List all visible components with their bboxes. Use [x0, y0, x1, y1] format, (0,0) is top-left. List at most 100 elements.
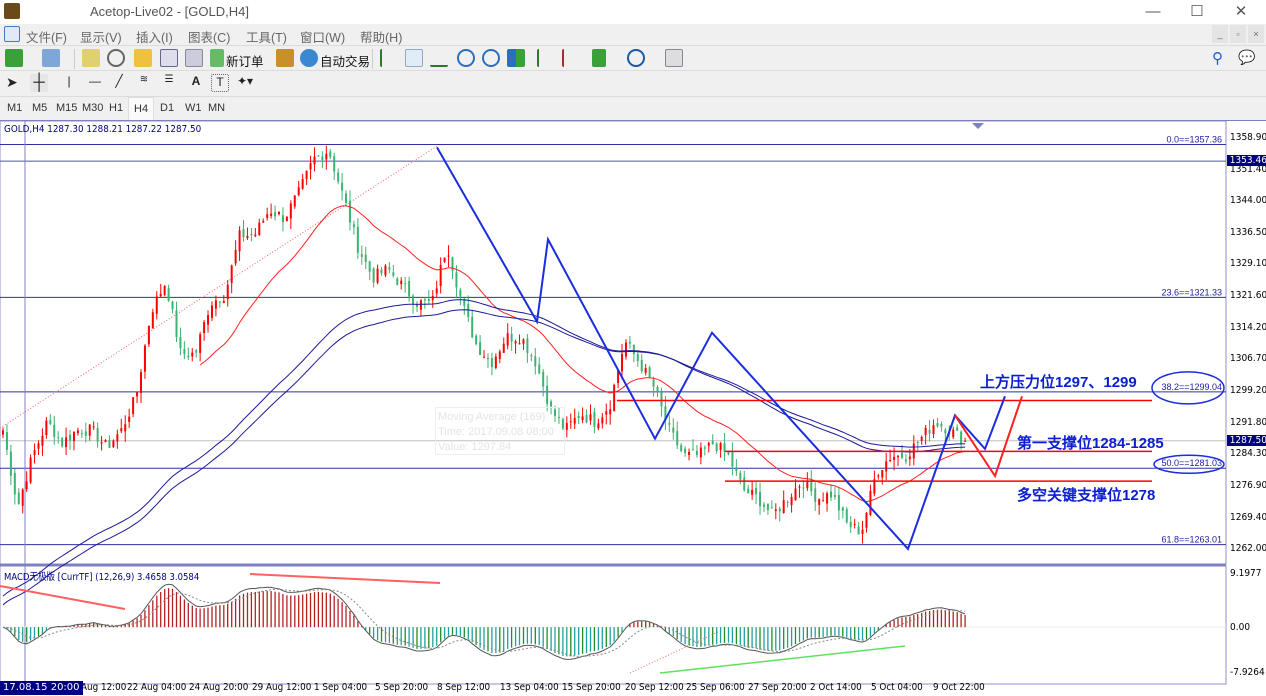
templates-icon[interactable]	[665, 49, 683, 67]
navigator-icon[interactable]	[134, 49, 152, 67]
metaeditor-icon[interactable]	[276, 49, 294, 67]
timeframe-d1[interactable]: D1	[160, 102, 175, 114]
candle-body	[234, 250, 237, 264]
candle-body	[873, 479, 876, 494]
price-tick: 1344.00	[1230, 195, 1266, 207]
time-tick: 5 Oct 04:00	[871, 682, 923, 693]
candlestick-chart-icon[interactable]	[405, 49, 423, 67]
candle-body	[29, 457, 32, 483]
menu-view[interactable]: 显示(V)	[80, 31, 122, 45]
candle-body	[242, 229, 245, 238]
auto-trading-icon[interactable]	[300, 49, 318, 67]
vertical-line-icon[interactable]: |	[67, 74, 71, 88]
candle-body	[893, 456, 896, 460]
text-label-icon[interactable]: T	[211, 74, 229, 92]
candle-body	[388, 267, 391, 270]
chart-window[interactable]: 0.0==1357.36 23.6==1321.33 38.2==1299.04 50…	[0, 120, 1266, 695]
profiles-icon[interactable]	[42, 49, 60, 67]
time-tick: 17 Aug 12:00	[67, 682, 127, 693]
chat-icon[interactable]: 💬	[1238, 49, 1256, 65]
dotted-trendline	[0, 145, 438, 429]
candle-body	[112, 440, 115, 448]
macd-tick: 9.1977	[1230, 568, 1262, 579]
candle-body	[380, 269, 383, 274]
mdi-restore-button[interactable]: ▫	[1230, 25, 1246, 43]
timeframe-w1[interactable]: W1	[185, 102, 202, 114]
indicators-icon[interactable]	[592, 49, 606, 67]
line-chart-icon[interactable]	[430, 49, 448, 67]
candle-body	[928, 429, 931, 434]
arrows-icon[interactable]: ✦▾	[236, 74, 254, 88]
bar-chart-icon[interactable]	[380, 49, 398, 67]
candle-body	[266, 214, 269, 218]
new-chart-icon[interactable]	[5, 49, 23, 67]
candle-body	[427, 299, 430, 301]
candle-body	[17, 492, 20, 504]
menu-help[interactable]: 帮助(H)	[360, 31, 403, 45]
menu-tools[interactable]: 工具(T)	[246, 31, 287, 45]
candle-body	[514, 341, 517, 344]
periods-icon[interactable]	[627, 49, 645, 67]
timeframe-m1[interactable]: M1	[7, 102, 23, 114]
close-button[interactable]: ✕	[1234, 3, 1248, 20]
candle-body	[384, 265, 387, 276]
timeframe-m5[interactable]: M5	[32, 102, 48, 114]
candle-body	[21, 489, 24, 506]
mdi-minimize-button[interactable]: _	[1212, 25, 1228, 43]
time-tick: 24 Aug 20:00	[189, 682, 249, 693]
new-order-button[interactable]: 新订单	[226, 55, 264, 69]
price-chart[interactable]: 0.0==1357.36 23.6==1321.33 38.2==1299.04 50…	[0, 121, 1266, 696]
price-tick: 1284.30	[1230, 448, 1266, 460]
timeframe-h1[interactable]: H1	[109, 102, 124, 114]
candle-body	[463, 298, 466, 306]
candle-body	[61, 437, 64, 447]
menu-charts[interactable]: 图表(C)	[188, 31, 231, 45]
timeframe-m15[interactable]: M15	[56, 102, 78, 114]
new-order-icon[interactable]	[210, 49, 224, 67]
trendline-icon[interactable]: ╱	[115, 74, 123, 88]
autoscroll-icon[interactable]	[562, 49, 580, 67]
text-icon[interactable]: A	[191, 74, 201, 88]
strategy-tester-icon[interactable]	[185, 49, 203, 67]
menu-file[interactable]: 文件(F)	[26, 31, 67, 45]
equidistant-channel-icon[interactable]: ≋	[139, 74, 149, 85]
menu-insert[interactable]: 插入(I)	[136, 31, 173, 45]
maximize-button[interactable]: ☐	[1190, 3, 1204, 20]
candle-body	[435, 288, 438, 294]
minimize-button[interactable]: —	[1145, 3, 1161, 20]
price-tick: 1269.40	[1230, 511, 1266, 523]
candle-body	[400, 280, 403, 285]
fibonacci-icon[interactable]: ☰	[164, 74, 174, 85]
candle-body	[766, 503, 769, 511]
timeframe-m30[interactable]: M30	[82, 102, 104, 114]
menu-window[interactable]: 窗口(W)	[300, 31, 346, 45]
price-tick: 1329.10	[1230, 258, 1266, 270]
terminal-icon[interactable]	[160, 49, 178, 67]
candle-body	[143, 345, 146, 372]
candle-body	[573, 417, 576, 424]
timeframe-h4[interactable]: H4	[128, 97, 155, 121]
zoom-out-icon[interactable]	[482, 49, 500, 67]
candle-body	[636, 354, 639, 362]
candle-body	[218, 301, 221, 303]
data-window-icon[interactable]	[107, 49, 125, 67]
mdi-close-button[interactable]: ×	[1248, 25, 1264, 43]
chart-shift-icon[interactable]	[537, 49, 555, 67]
ma-slow-line	[2, 299, 966, 597]
candle-body	[601, 417, 604, 424]
candle-body	[368, 261, 371, 272]
market-watch-icon[interactable]	[82, 49, 100, 67]
price-tick: 1314.20	[1230, 321, 1266, 333]
candle-body	[581, 416, 584, 421]
crosshair-icon[interactable]: ┼	[30, 74, 48, 92]
timeframe-mn[interactable]: MN	[208, 102, 226, 114]
cursor-icon[interactable]: ➤	[6, 74, 18, 90]
horizontal-line-icon[interactable]: —	[89, 74, 101, 88]
tile-windows-icon[interactable]	[507, 49, 525, 67]
candle-body	[214, 300, 217, 309]
auto-trading-button[interactable]: 自动交易	[320, 55, 371, 69]
search-icon[interactable]: ⚲	[1212, 50, 1223, 67]
zoom-in-icon[interactable]	[457, 49, 475, 67]
fib-label: 0.0==1357.36	[1166, 135, 1222, 145]
candle-body	[258, 222, 261, 235]
